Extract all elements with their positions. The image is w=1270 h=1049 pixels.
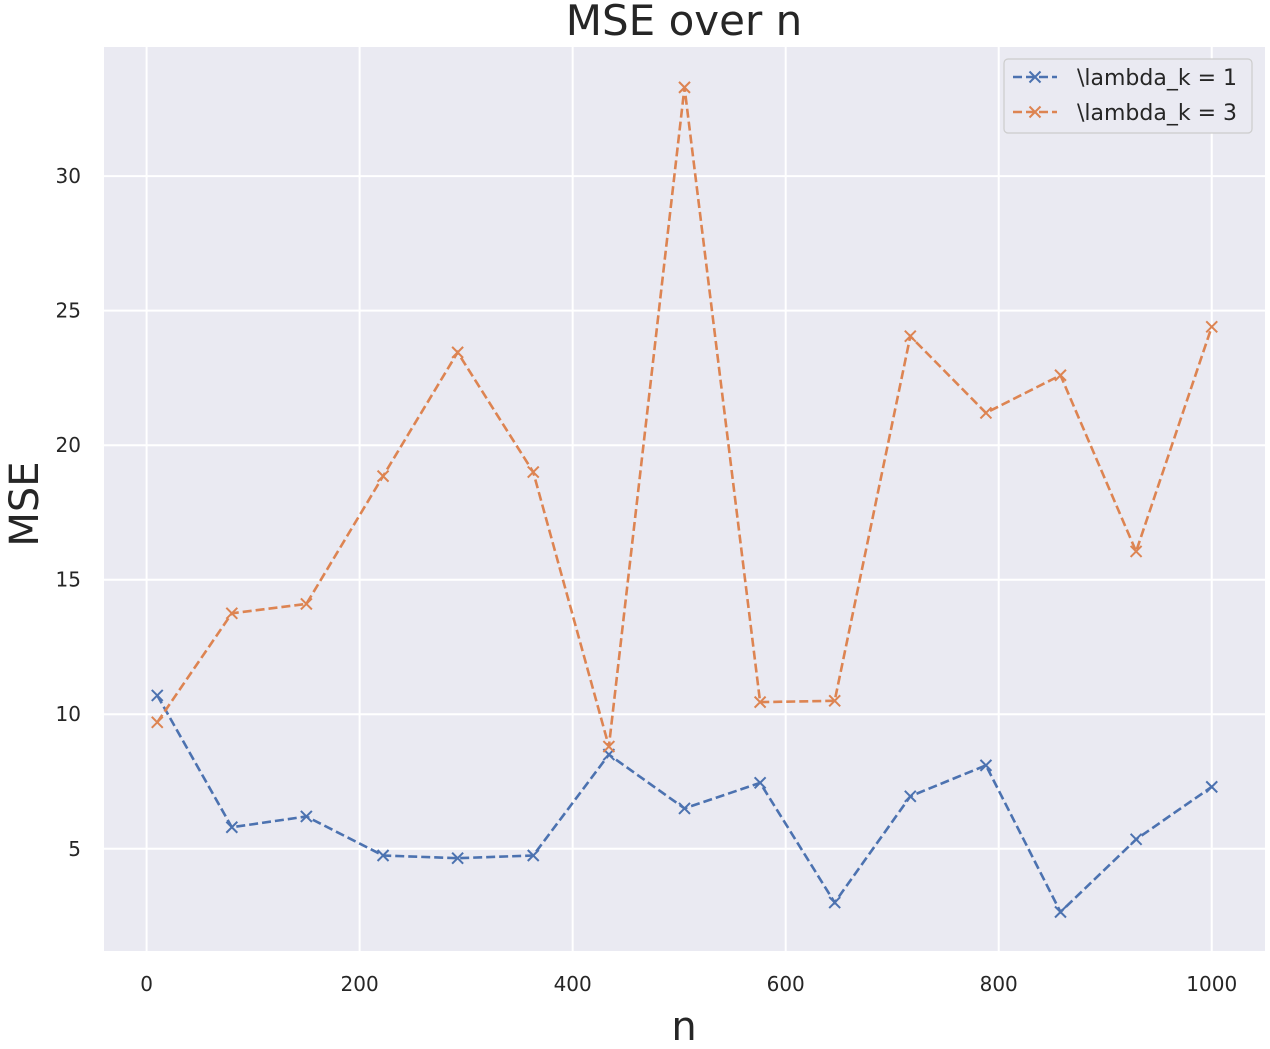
- legend-label: \lambda_k = 1: [1077, 66, 1237, 91]
- legend-marker: [1028, 70, 1042, 84]
- data-point: [1129, 833, 1143, 846]
- x-tick-label: 400: [554, 972, 592, 996]
- data-point: [753, 695, 767, 709]
- data-point: [527, 849, 540, 862]
- y-tick-label: 20: [56, 433, 81, 457]
- legend-label: \lambda_k = 3: [1077, 101, 1237, 126]
- data-point: [828, 896, 841, 909]
- plot-background: [104, 47, 1265, 951]
- data-point: [979, 759, 993, 772]
- grid: [104, 47, 1265, 951]
- data-point: [151, 716, 164, 729]
- data-point: [602, 740, 616, 753]
- y-tick-label: 30: [56, 164, 81, 188]
- tick-labels: 0 200 400 600 800 1000 5 10 15 20 25 30: [56, 164, 1238, 996]
- data-point: [1054, 905, 1067, 919]
- legend-entry: \lambda_k = 1: [1013, 66, 1237, 91]
- x-tick-label: 0: [140, 972, 153, 996]
- data-point: [300, 597, 313, 611]
- data-point: [225, 607, 239, 620]
- x-tick-label: 200: [341, 972, 379, 996]
- y-tick-label: 10: [56, 702, 81, 726]
- data-point: [376, 849, 390, 862]
- data-point: [225, 821, 239, 834]
- legend: \lambda_k = 1 \lambda_k = 3: [1003, 58, 1253, 134]
- data-point: [753, 776, 767, 790]
- data-point: [1129, 545, 1143, 558]
- data-point: [151, 689, 164, 702]
- data-point: [300, 810, 313, 823]
- y-tick-label: 5: [68, 837, 81, 861]
- data-point: [678, 81, 691, 94]
- y-axis-title: MSE: [2, 461, 48, 546]
- legend-marker: [1028, 105, 1042, 119]
- data-point: [828, 694, 841, 707]
- series-2: [151, 81, 1218, 753]
- x-tick-label: 1000: [1186, 972, 1237, 996]
- data-point: [678, 802, 691, 815]
- data-point: [904, 790, 917, 803]
- legend-box: [1003, 58, 1253, 134]
- data-point: [1205, 780, 1218, 794]
- data-point: [451, 851, 464, 865]
- x-tick-label: 800: [980, 972, 1018, 996]
- y-tick-label: 25: [56, 299, 81, 323]
- x-tick-label: 600: [767, 972, 805, 996]
- chart-title: MSE over n: [566, 0, 802, 45]
- x-axis-title: n: [671, 1004, 696, 1049]
- series-1: [151, 689, 1218, 919]
- y-tick-label: 15: [56, 568, 81, 592]
- data-point: [1054, 369, 1067, 382]
- legend-entry: \lambda_k = 3: [1013, 101, 1237, 126]
- data-point: [1205, 320, 1218, 334]
- data-point: [451, 346, 464, 359]
- data-point: [527, 465, 540, 479]
- data-point: [979, 406, 993, 420]
- series-layer: [151, 81, 1218, 919]
- data-point: [376, 469, 390, 483]
- data-point: [904, 330, 917, 343]
